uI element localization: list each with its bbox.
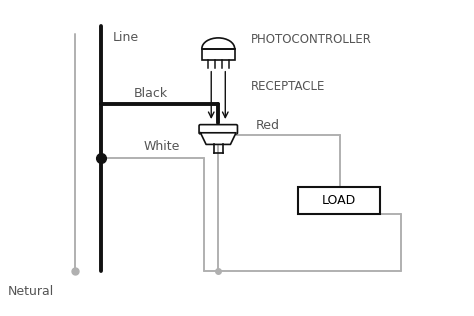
- Text: White: White: [143, 140, 180, 153]
- Text: Red: Red: [256, 118, 280, 131]
- Polygon shape: [201, 133, 236, 144]
- Text: LOAD: LOAD: [322, 194, 356, 207]
- Text: PHOTOCONTROLLER: PHOTOCONTROLLER: [251, 33, 372, 46]
- Text: Black: Black: [134, 88, 168, 100]
- FancyBboxPatch shape: [199, 125, 237, 134]
- Text: Line: Line: [113, 31, 139, 44]
- Bar: [202, 49, 235, 60]
- Text: RECEPTACLE: RECEPTACLE: [251, 80, 326, 93]
- Text: Netural: Netural: [8, 285, 54, 298]
- Bar: [298, 187, 380, 214]
